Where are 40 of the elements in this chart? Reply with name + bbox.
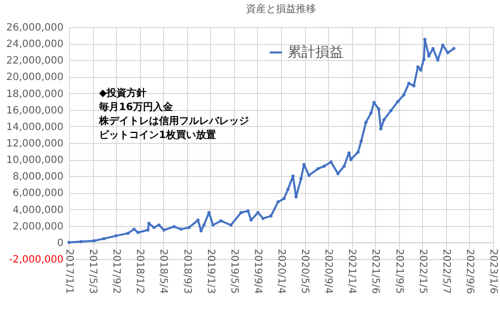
y-tick-label: 6,000,000: [12, 188, 64, 200]
y-tick-label: 14,000,000: [6, 122, 64, 133]
x-tick-label: 2018/9/3: [181, 248, 192, 294]
annotation: 毎月16万円入金: [98, 101, 174, 113]
x-tick-label: 2019/9/4: [252, 248, 263, 294]
annotation: ビットコイン1枚買い放置: [99, 129, 216, 141]
x-tick-label: 2020/9/4: [322, 248, 334, 294]
y-tick-label: 24,000,000: [6, 39, 64, 50]
x-tick-label: 2017/1/1: [64, 248, 74, 294]
y-tick-label: 2,000,000: [12, 221, 64, 232]
x-tick-label: 2019/1/3: [204, 248, 216, 294]
legend-label: 累計損益: [287, 44, 344, 60]
x-tick-label: 2017/9/2: [110, 248, 122, 294]
y-tick-label: 22,000,000: [6, 56, 64, 67]
y-tick-label: 4,000,000: [12, 204, 64, 216]
x-tick-label: 2021/1/4: [346, 248, 358, 294]
y-tick-label: 16,000,000: [6, 105, 64, 116]
y-tick-label: -2,000,000: [8, 254, 64, 266]
chart-title: 資産と損益推移: [246, 3, 316, 15]
annotation: 株デイトレは信用フルレバレッジ: [98, 115, 249, 127]
y-tick-label: 12,000,000: [6, 138, 64, 150]
y-tick-label: 20,000,000: [6, 72, 64, 84]
x-tick-label: 2021/9/5: [393, 248, 404, 294]
x-tick-label: 2021/5/6: [370, 248, 381, 294]
annotation: ◆投資方針: [99, 87, 147, 99]
x-tick-label: 2022/9/6: [464, 248, 475, 294]
y-tick-label: 0: [57, 238, 64, 249]
x-tick-label: 2022/5/7: [440, 248, 452, 294]
x-tick-label: 2017/5/3: [87, 248, 98, 294]
y-tick-label: 26,000,000: [6, 22, 64, 34]
y-tick-label: 10,000,000: [6, 155, 64, 166]
y-tick-label: 18,000,000: [6, 88, 64, 100]
y-tick-label: 8,000,000: [12, 172, 64, 183]
x-tick-label: 2018/5/4: [158, 248, 169, 294]
x-tick-label: 2022/1/5: [416, 248, 428, 294]
x-tick-label: 2018/1/2: [134, 248, 146, 294]
x-tick-label: 2020/5/5: [299, 248, 310, 294]
x-tick-label: 2020/1/4: [276, 248, 286, 294]
x-tick-label: 2023/1/6: [488, 248, 498, 294]
x-tick-label: 2019/5/5: [228, 248, 240, 294]
